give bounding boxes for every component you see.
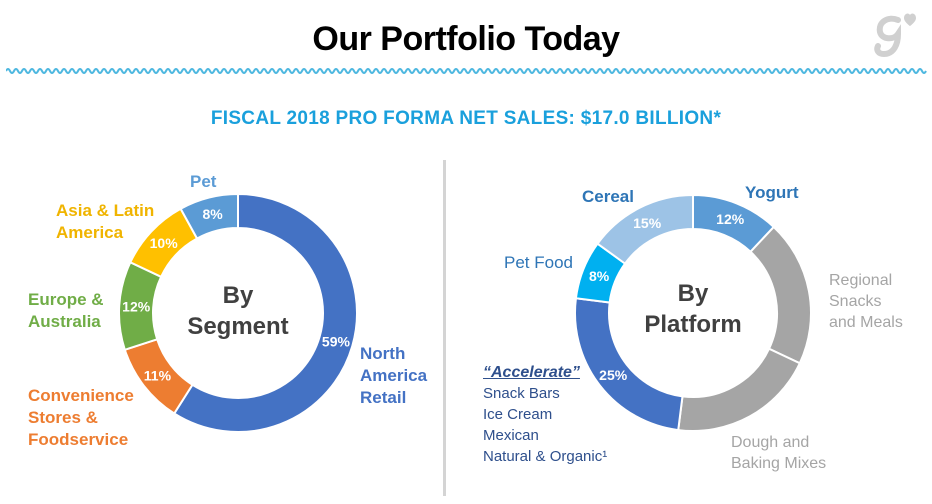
platform-pct-cereal: 15% xyxy=(633,215,662,231)
legend-regional-line-2: Snacks xyxy=(829,293,882,310)
segment-center-label: By Segment xyxy=(178,280,298,342)
segment-pct-europe-australia: 12% xyxy=(122,299,151,315)
platform-center-label: By Platform xyxy=(633,278,753,340)
platform-pct-yogurt: 12% xyxy=(716,211,745,227)
legend-dough-line-2: Baking Mixes xyxy=(731,455,827,472)
legend-europe-line-1: Europe & xyxy=(28,290,104,309)
legend-yogurt: Yogurt xyxy=(745,183,799,202)
legend-asia-line-1: Asia & Latin xyxy=(56,201,155,220)
legend-convenience-line-2: Stores & xyxy=(28,408,98,427)
accelerate-item: Ice Cream xyxy=(483,406,553,423)
vertical-divider xyxy=(443,160,446,496)
legend-cereal: Cereal xyxy=(582,187,634,206)
segment-center-line-2: Segment xyxy=(187,313,289,340)
segment-pct-convenience-stores-foodservice: 11% xyxy=(144,368,172,384)
legend-convenience-line-1: Convenience xyxy=(28,386,134,405)
legend-pet-line-1: Pet xyxy=(190,172,217,191)
platform-center-line-2: Platform xyxy=(644,311,742,338)
accelerate-item: Mexican xyxy=(483,427,539,444)
legend-accelerate: “Accelerate” Snack Bars Ice Cream Mexica… xyxy=(483,362,607,467)
page-title: Our Portfolio Today xyxy=(312,20,620,58)
legend-regional-snacks: Regional Snacks and Meals xyxy=(829,270,903,333)
legend-north-america-retail: North America Retail xyxy=(360,343,427,409)
net-sales-subtitle: FISCAL 2018 PRO FORMA NET SALES: $17.0 B… xyxy=(210,108,722,129)
legend-asia-latin-america: Asia & Latin America xyxy=(56,200,154,244)
segment-pct-pet: 8% xyxy=(203,206,224,222)
segment-center-line-1: By xyxy=(222,282,254,309)
legend-europe-australia: Europe & Australia xyxy=(28,289,104,333)
legend-dough-line-1: Dough and xyxy=(731,434,810,451)
accelerate-heading: “Accelerate” xyxy=(483,364,580,381)
platform-pct-pet-food: 8% xyxy=(589,268,610,284)
platform-slice-regional-snacks-and-meals xyxy=(749,225,812,365)
segment-slice-pet xyxy=(179,192,239,240)
legend-convenience-foodservice: Convenience Stores & Foodservice xyxy=(28,385,134,451)
legend-na-line-2: America xyxy=(360,366,428,385)
accelerate-item: Snack Bars xyxy=(483,385,560,402)
legend-na-line-3: Retail xyxy=(360,388,407,407)
accelerate-item: Natural & Organic¹ xyxy=(483,448,608,465)
brand-logo-icon xyxy=(874,13,916,58)
legend-dough-baking: Dough and Baking Mixes xyxy=(731,432,826,474)
platform-slice-dough-and-baking-mixes xyxy=(677,347,802,432)
legend-europe-line-2: Australia xyxy=(28,312,101,331)
legend-na-line-1: North xyxy=(360,344,406,363)
legend-regional-line-3: and Meals xyxy=(829,314,903,331)
header-wave-divider xyxy=(6,68,927,74)
legend-asia-line-2: America xyxy=(56,223,124,242)
platform-pct-accelerate: 25% xyxy=(599,367,628,383)
segment-slice-north-america-retail xyxy=(172,192,358,433)
legend-convenience-line-3: Foodservice xyxy=(28,430,129,449)
platform-slice-cereal xyxy=(596,193,694,266)
legend-pet-food: Pet Food xyxy=(504,253,573,272)
legend-pet: Pet xyxy=(190,171,216,193)
segment-pct-north-america-retail: 59% xyxy=(322,333,351,349)
platform-center-line-1: By xyxy=(677,280,709,307)
segment-pct-asia-latin-america: 10% xyxy=(150,235,179,251)
legend-regional-line-1: Regional xyxy=(829,272,893,289)
